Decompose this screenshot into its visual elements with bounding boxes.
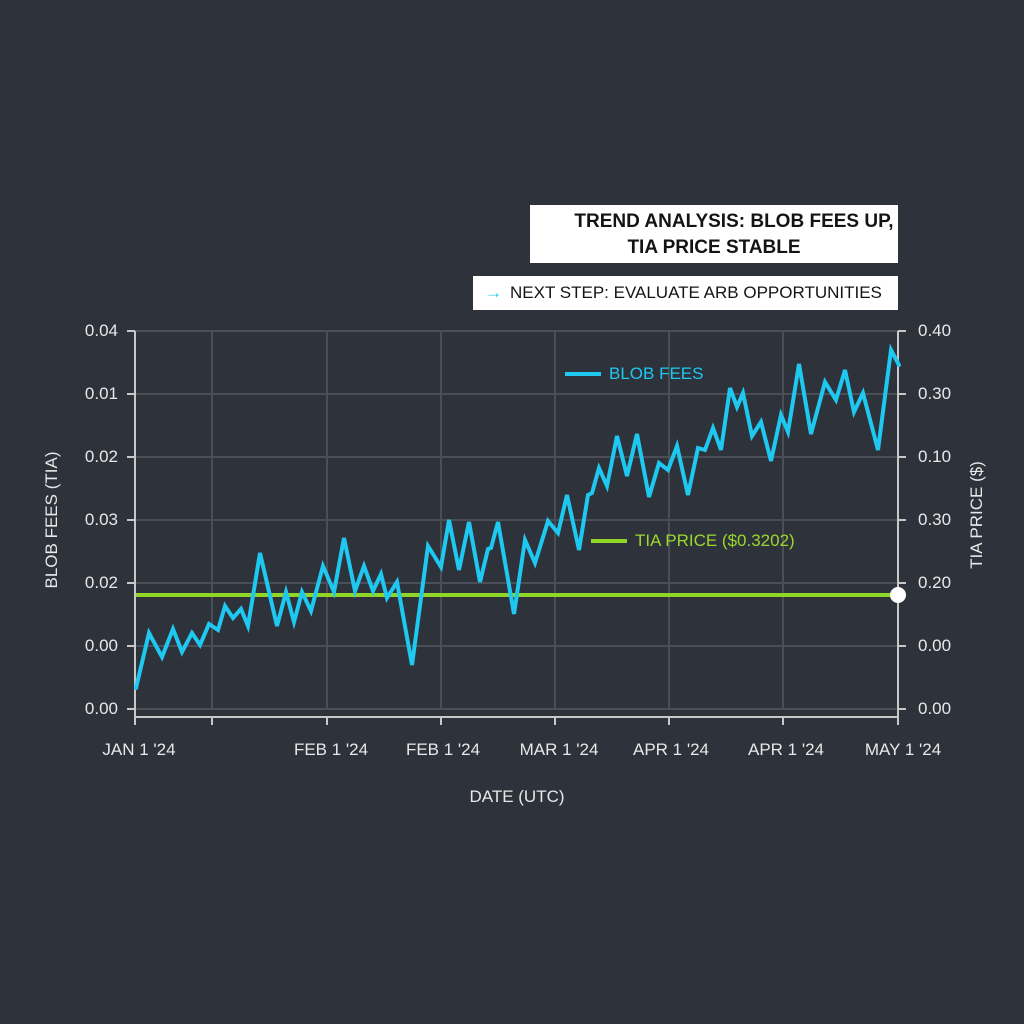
trend-analysis-title: TREND ANALYSIS: BLOB FEES UP, TIA PRICE … (530, 205, 898, 263)
right-y-tick: 0.30 (918, 384, 952, 403)
arrow-right-icon: → (485, 283, 502, 302)
left-y-tick: 0.02 (84, 447, 118, 466)
tia-price-swatch (591, 539, 627, 543)
x-tick: APR 1 '24 (747, 740, 825, 759)
left-y-tick: 0.00 (84, 699, 118, 718)
right-y-tick: 0.20 (918, 573, 952, 592)
legend-blob-fees-label: BLOB FEES (609, 364, 704, 383)
x-tick: FEB 1 '24 (293, 740, 369, 759)
right-y-tick: 0.00 (918, 636, 952, 655)
right-y-tick: 0.10 (918, 447, 952, 466)
x-tick: MAR 1 '24 (519, 740, 599, 759)
blob-fees-swatch (565, 372, 601, 376)
left-y-axis-title: BLOB FEES (TIA) (42, 451, 61, 589)
right-y-tick: 0.30 (918, 510, 952, 529)
blob-fees-line (134, 343, 901, 690)
next-step-callout: → NEXT STEP: EVALUATE ARB OPPORTUNITIES (473, 276, 898, 310)
right-y-tick: 0.00 (918, 699, 952, 718)
tia-price-endpoint-marker[interactable] (890, 587, 906, 603)
left-y-tick: 0.03 (84, 510, 118, 529)
legend-tia-price[interactable]: TIA PRICE ($0.3202) (591, 531, 795, 551)
grid-lines (135, 330, 898, 710)
left-y-tick: 0.01 (84, 384, 118, 403)
left-y-tick: 0.04 (84, 321, 118, 340)
next-step-text: NEXT STEP: EVALUATE ARB OPPORTUNITIES (510, 283, 882, 302)
x-tick: FEB 1 '24 (405, 740, 481, 759)
x-tick: JAN 1 '24 (102, 740, 176, 759)
legend-tia-price-label: TIA PRICE ($0.3202) (635, 531, 795, 550)
x-tick: MAY 1 '24 (864, 740, 942, 759)
title-line-2: TIA PRICE STABLE (627, 237, 801, 258)
title-line-1: TREND ANALYSIS: BLOB FEES UP, (574, 211, 894, 232)
left-y-tick: 0.00 (84, 636, 118, 655)
left-y-tick: 0.02 (84, 573, 118, 592)
x-tick: APR 1 '24 (632, 740, 710, 759)
right-y-tick: 0.40 (918, 321, 952, 340)
right-y-axis-title: TIA PRICE ($) (967, 461, 986, 569)
axis-frame (127, 330, 906, 725)
x-axis-title: DATE (UTC) (469, 787, 565, 806)
legend-blob-fees[interactable]: BLOB FEES (565, 364, 703, 384)
